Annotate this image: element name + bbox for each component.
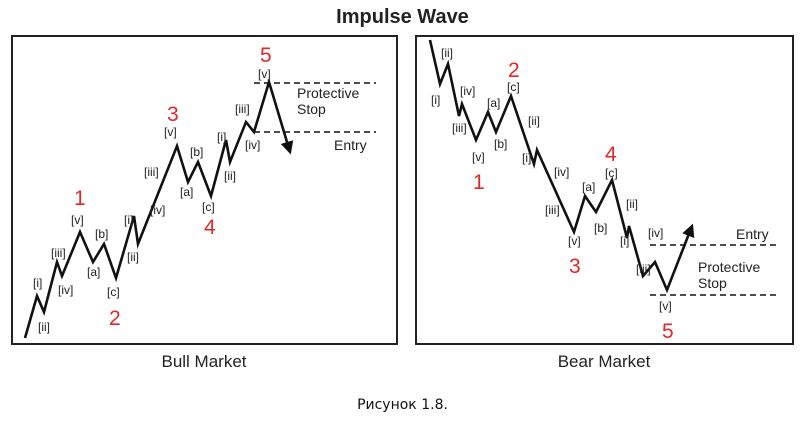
bear-label-iv: [iv] xyxy=(460,84,475,98)
bull-label-i-2: [i] xyxy=(124,213,133,227)
bear-label-c: [c] xyxy=(507,80,520,94)
bull-label-iv: [iv] xyxy=(58,283,73,297)
bear-wave-number-5: 5 xyxy=(662,320,674,343)
bull-label-iv-2: [iv] xyxy=(150,203,165,217)
bull-label-v-3: [v] xyxy=(258,67,271,81)
bull-label-v: [v] xyxy=(71,213,84,227)
bear-frame xyxy=(415,35,794,345)
bull-label-b-2: [b] xyxy=(190,145,203,159)
bear-label-ii: [ii] xyxy=(441,46,453,60)
bull-wave-number-3: 3 xyxy=(167,103,179,126)
bull-panel: [i] [ii] [iii] [iv] [v] [a] [b] [c] [i] … xyxy=(11,35,398,345)
bull-label-ii-3: [ii] xyxy=(224,169,236,183)
bear-label-ii-2: [ii] xyxy=(528,114,540,128)
bull-wave-number-4: 4 xyxy=(204,216,216,239)
bear-wave-line xyxy=(428,39,695,294)
bear-label-a-2: [a] xyxy=(582,180,595,194)
bear-label-i-3: [i] xyxy=(620,234,629,248)
bear-wave-number-1: 1 xyxy=(473,171,485,194)
bear-label-c-2: [c] xyxy=(605,166,618,180)
bull-label-c-2: [c] xyxy=(202,200,215,214)
bear-label-a: [a] xyxy=(487,96,500,110)
page-title: Impulse Wave xyxy=(336,6,469,28)
bear-market-subtitle: Bear Market xyxy=(557,352,651,371)
bull-label-iii-3: [iii] xyxy=(235,102,250,116)
bull-label-i-3: [i] xyxy=(217,130,226,144)
bear-label-v: [v] xyxy=(472,150,485,164)
bull-label-iii: [iii] xyxy=(51,246,66,260)
bear-wave-number-3: 3 xyxy=(569,255,581,278)
bear-label-b: [b] xyxy=(494,137,507,151)
bull-label-a-2: [a] xyxy=(180,185,193,199)
bull-label-a: [a] xyxy=(87,265,100,279)
bear-protective-stop-label: Protective Stop xyxy=(698,259,764,291)
bull-label-iv-3: [iv] xyxy=(245,138,260,152)
bear-label-iii-2: [iii] xyxy=(545,203,560,217)
bull-protective-stop-label: Protective Stop xyxy=(297,85,363,117)
bull-label-i: [i] xyxy=(33,276,42,290)
bull-label-v-2: [v] xyxy=(164,125,177,139)
figure-caption: Рисунок 1.8. xyxy=(357,397,448,413)
bear-label-b-2: [b] xyxy=(594,221,607,235)
bull-label-b: [b] xyxy=(95,227,108,241)
bear-label-i: [i] xyxy=(431,93,440,107)
bull-label-ii-2: [ii] xyxy=(127,250,139,264)
bull-wave-number-1: 1 xyxy=(74,187,86,210)
bear-label-ii-3: [ii] xyxy=(626,197,638,211)
bull-market-subtitle: Bull Market xyxy=(161,352,247,371)
bull-label-ii: [ii] xyxy=(38,320,50,334)
bear-wave-number-4: 4 xyxy=(605,143,617,166)
bear-label-iii: [iii] xyxy=(452,121,467,135)
bull-wave-number-5: 5 xyxy=(260,44,272,67)
bear-panel: [ii] [i] [iv] [iii] [v] [c] [a] [b] [ii]… xyxy=(415,35,794,345)
bear-label-v-2: [v] xyxy=(568,234,581,248)
bear-entry-label: Entry xyxy=(736,226,769,242)
bull-frame xyxy=(11,35,398,345)
bull-entry-label: Entry xyxy=(334,137,367,153)
bull-label-iii-2: [iii] xyxy=(144,165,159,179)
bull-wave-line xyxy=(23,77,294,339)
bull-wave-number-2: 2 xyxy=(109,307,121,330)
bear-label-i-2: [i] xyxy=(522,151,531,165)
bear-wave-number-2: 2 xyxy=(508,59,520,82)
bear-label-iv-3: [iv] xyxy=(648,226,663,240)
bull-label-c: [c] xyxy=(107,285,120,299)
bear-label-v-3: [v] xyxy=(659,299,672,313)
bear-label-iv-2: [iv] xyxy=(554,165,569,179)
bear-label-iii-3: [iii] xyxy=(636,262,651,276)
